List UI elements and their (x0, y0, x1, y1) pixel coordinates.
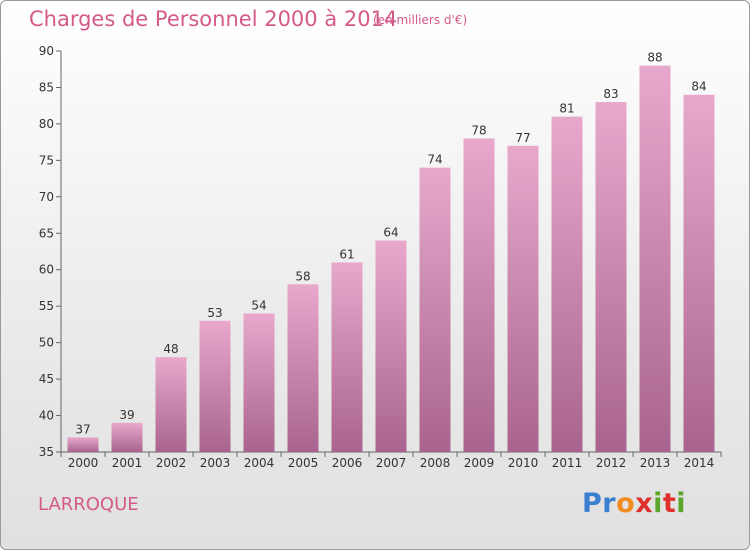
bar-2008 (419, 167, 451, 452)
y-tick-label: 50 (39, 336, 54, 350)
logo-letter: r (602, 488, 617, 519)
bar-2013 (639, 65, 671, 452)
bar-value-label: 37 (75, 422, 90, 436)
bar-2012 (595, 102, 627, 452)
bar-2005 (287, 284, 319, 452)
bar-value-label: 81 (559, 102, 574, 116)
y-tick-label: 55 (39, 299, 54, 313)
x-tick-label: 2004 (244, 456, 275, 470)
bar-2010 (507, 145, 539, 453)
bar-value-label: 61 (339, 247, 354, 261)
bar-value-label: 64 (383, 226, 398, 240)
bar-value-label: 48 (163, 342, 178, 356)
x-tick-label: 2003 (200, 456, 231, 470)
x-tick-label: 2001 (112, 456, 143, 470)
logo-letter: i (676, 488, 687, 519)
logo-letter: o (616, 488, 636, 519)
bars-group: 37 39 48 53 54 58 61 64 74 78 77 81 83 88 84 (67, 51, 715, 453)
bar-value-label: 74 (427, 153, 442, 167)
y-tick-label: 75 (39, 153, 54, 167)
bar-2006 (331, 262, 363, 452)
x-tick-label: 2010 (508, 456, 539, 470)
logo-letter: i (653, 488, 663, 519)
bar-value-label: 84 (691, 80, 706, 94)
bar-value-label: 88 (647, 51, 662, 65)
town-name: LARROQUE (38, 494, 139, 515)
y-tick-label: 40 (39, 409, 54, 423)
y-tick-label: 70 (39, 190, 54, 204)
y-tick-label: 90 (39, 44, 54, 58)
logo-letter: x (635, 488, 654, 519)
bar-2004 (243, 313, 275, 452)
x-tick-label: 2009 (464, 456, 495, 470)
proxiti-logo[interactable]: Proxiti (582, 488, 686, 519)
x-tick-label: 2012 (596, 456, 627, 470)
x-tick-label: 2013 (640, 456, 671, 470)
bar-value-label: 77 (515, 131, 530, 145)
bar-2014 (683, 94, 715, 452)
x-tick-label: 2007 (376, 456, 407, 470)
bar-2003 (199, 320, 231, 452)
y-tick-label: 45 (39, 372, 54, 386)
chart-title: Charges de Personnel 2000 à 2014 (29, 7, 398, 31)
logo-letter: P (582, 488, 603, 519)
x-tick-label: 2005 (288, 456, 319, 470)
bar-value-label: 83 (603, 87, 618, 101)
bar-2009 (463, 138, 495, 452)
bar-value-label: 78 (471, 123, 486, 137)
y-tick-label: 85 (39, 80, 54, 94)
bar-2007 (375, 240, 407, 452)
chart-subtitle: (en milliers d'€) (373, 13, 468, 27)
bar-2000 (67, 437, 99, 452)
logo-letter: t (662, 488, 677, 519)
x-tick-label: 2011 (552, 456, 583, 470)
bar-value-label: 39 (119, 408, 134, 422)
x-tick-label: 2000 (68, 456, 99, 470)
x-tick-label: 2006 (332, 456, 363, 470)
y-tick-label: 60 (39, 263, 54, 277)
bar-value-label: 54 (251, 298, 266, 312)
y-tick-label: 35 (39, 445, 54, 459)
bar-2002 (155, 357, 187, 452)
bar-2001 (111, 422, 143, 452)
x-tick-label: 2014 (684, 456, 715, 470)
bar-2011 (551, 116, 583, 453)
x-tick-label: 2002 (156, 456, 187, 470)
y-tick-label: 80 (39, 117, 54, 131)
y-tick-label: 65 (39, 226, 54, 240)
chart-axes: 35 40 45 50 55 60 65 70 75 80 85 90 2000 2001 2002 2003… (39, 44, 722, 470)
x-tick-label: 2008 (420, 456, 451, 470)
bar-value-label: 58 (295, 269, 310, 283)
bar-value-label: 53 (207, 306, 222, 320)
